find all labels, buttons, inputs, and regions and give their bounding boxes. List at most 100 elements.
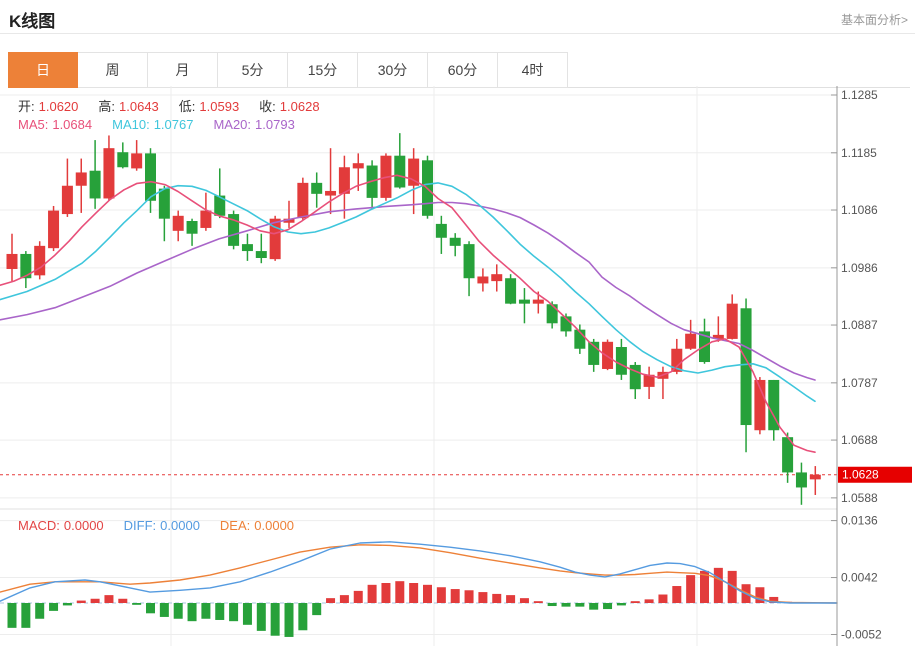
tab-period-0[interactable]: 日 bbox=[8, 52, 78, 88]
macd-bar bbox=[49, 603, 59, 611]
candle-body bbox=[602, 341, 614, 369]
tab-period-2[interactable]: 月 bbox=[148, 52, 218, 88]
candle-body bbox=[671, 348, 683, 372]
candle-body bbox=[712, 334, 724, 339]
candle-body bbox=[311, 182, 323, 194]
axis-tick-label: 1.1086 bbox=[841, 203, 878, 217]
ohlc-row-value-2: 1.0593 bbox=[199, 99, 240, 114]
macd-bar bbox=[146, 603, 155, 614]
ma-row-label-2: MA20: bbox=[213, 117, 252, 132]
ma-row-value-1: 1.0767 bbox=[153, 117, 194, 132]
macd-bar bbox=[644, 599, 654, 603]
axis-tick-label: 1.0986 bbox=[841, 261, 878, 275]
ma-row-label-0: MA5: bbox=[18, 117, 49, 132]
ohlc-row-label-3: 收: bbox=[259, 99, 276, 114]
candle-body bbox=[685, 333, 697, 349]
macd-row-value-1: 0.0000 bbox=[160, 518, 200, 533]
ohlc-row-value-3: 1.0628 bbox=[279, 99, 320, 114]
macd-bar bbox=[450, 589, 460, 603]
macd-bar bbox=[713, 567, 723, 603]
macd-bar bbox=[700, 570, 709, 603]
page-title: K线图 bbox=[9, 12, 56, 31]
macd-bar bbox=[436, 587, 446, 603]
title-bar: K线图 基本面分析> bbox=[0, 0, 915, 34]
axis-tick-label: 0.0042 bbox=[841, 571, 878, 585]
macd-bar bbox=[21, 603, 31, 628]
candle-body bbox=[740, 308, 752, 426]
candle-body bbox=[782, 437, 794, 473]
candle-body bbox=[89, 170, 101, 199]
ma10-line bbox=[0, 182, 816, 403]
tab-period-3[interactable]: 5分 bbox=[218, 52, 288, 88]
diff-line bbox=[0, 541, 838, 604]
ma20-line bbox=[0, 201, 816, 381]
macd-bar bbox=[312, 603, 322, 616]
axis-tick-label: 1.0588 bbox=[841, 491, 878, 505]
candle-body bbox=[518, 299, 530, 304]
candle-body bbox=[103, 148, 115, 199]
macd-bar bbox=[769, 596, 779, 603]
ma5-line bbox=[0, 174, 816, 454]
tab-period-1[interactable]: 周 bbox=[78, 52, 148, 88]
tab-period-6[interactable]: 60分 bbox=[428, 52, 498, 88]
macd-bar bbox=[353, 590, 363, 603]
macd-bar bbox=[35, 603, 45, 619]
candle-body bbox=[48, 210, 60, 249]
tab-period-7[interactable]: 4时 bbox=[498, 52, 568, 88]
macd-bar bbox=[76, 600, 86, 603]
ohlc-row-label-0: 开: bbox=[18, 99, 35, 114]
candle-body bbox=[145, 153, 156, 201]
tab-period-5[interactable]: 30分 bbox=[358, 52, 428, 88]
candle-body bbox=[615, 347, 627, 375]
period-tab-bar: 日周月 5分 15分 30分 60分 4时 bbox=[8, 52, 910, 88]
last-price-label: 1.0628 bbox=[842, 468, 879, 482]
candle-body bbox=[241, 244, 253, 252]
candle-body bbox=[809, 474, 821, 480]
macd-bar bbox=[242, 603, 252, 625]
macd-bar bbox=[575, 603, 585, 607]
candle-body bbox=[574, 329, 586, 349]
macd-bar bbox=[284, 603, 294, 637]
macd-bar bbox=[519, 598, 529, 603]
macd-bar bbox=[104, 595, 114, 603]
macd-bar bbox=[492, 593, 502, 603]
macd-bar bbox=[7, 603, 17, 628]
candle-body bbox=[20, 253, 32, 279]
candle-body bbox=[228, 214, 240, 246]
macd-bar bbox=[630, 601, 640, 603]
ma-row-value-0: 1.0684 bbox=[52, 117, 93, 132]
candle-body bbox=[325, 190, 337, 196]
candle-body bbox=[795, 472, 807, 488]
candle-body bbox=[131, 153, 143, 169]
ohlc-row-label-1: 高: bbox=[98, 99, 116, 114]
macd-bar bbox=[533, 601, 543, 603]
macd-bar bbox=[603, 603, 613, 610]
tab-period-4[interactable]: 15分 bbox=[288, 52, 358, 88]
ohlc-row-label-2: 低: bbox=[178, 99, 196, 114]
macd-bar bbox=[256, 603, 266, 631]
macd-bar bbox=[298, 603, 308, 631]
ma-legend: MA5: 1.0684 MA10: 1.0767 MA20: 1.0793 bbox=[18, 117, 315, 132]
ma-row-label-1: MA10: bbox=[112, 117, 150, 132]
macd-bar bbox=[367, 584, 377, 603]
fundamental-analysis-link[interactable]: 基本面分析> bbox=[840, 13, 908, 27]
candle-body bbox=[463, 244, 475, 279]
candle-body bbox=[435, 223, 447, 238]
candle-body bbox=[75, 172, 87, 186]
macd-bar bbox=[561, 603, 571, 607]
dea-line bbox=[0, 544, 838, 604]
candle-body bbox=[408, 158, 420, 186]
macd-bar bbox=[339, 595, 349, 603]
candle-body bbox=[6, 253, 18, 269]
macd-bar bbox=[215, 603, 225, 620]
candle-body bbox=[629, 364, 641, 390]
macd-bar bbox=[270, 603, 280, 636]
macd-bar bbox=[755, 587, 765, 603]
macd-bar bbox=[132, 603, 142, 605]
candle-body bbox=[491, 274, 503, 282]
candle-body bbox=[768, 379, 780, 431]
macd-bar bbox=[506, 595, 516, 603]
macd-bar bbox=[201, 603, 211, 619]
macd-row-label-0: MACD: bbox=[18, 518, 60, 533]
